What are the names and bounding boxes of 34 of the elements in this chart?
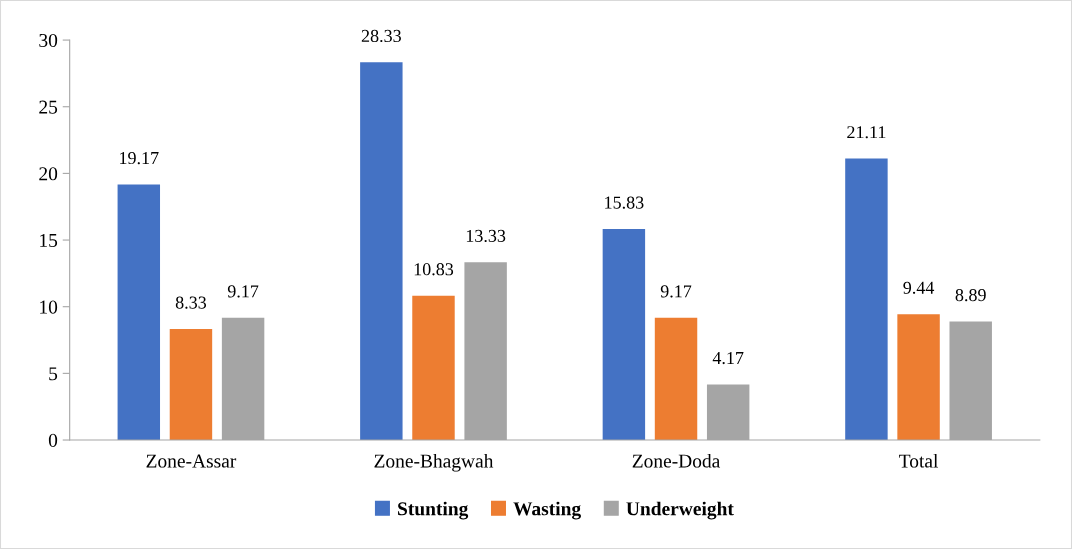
bar xyxy=(117,184,161,441)
bar xyxy=(845,158,888,441)
y-tick-label: 5 xyxy=(49,367,58,381)
bar xyxy=(654,317,698,441)
y-tick-label: 0 xyxy=(48,433,58,447)
data-label: 28.33 xyxy=(361,29,401,43)
bar xyxy=(412,295,455,441)
data-label: 10.83 xyxy=(414,263,454,276)
data-label: 13.33 xyxy=(466,229,506,243)
data-label: 9.44 xyxy=(903,281,935,294)
data-label: 9.17 xyxy=(660,285,692,298)
data-label: 8.89 xyxy=(955,288,986,302)
y-tick-label: 20 xyxy=(39,167,58,181)
data-label: 8.33 xyxy=(175,296,207,309)
legend-label: Stunting xyxy=(398,501,469,520)
legend-label: Wasting xyxy=(513,501,581,520)
x-tick-label: Zone-Bhagwah xyxy=(374,453,494,472)
legend-label: Underweight xyxy=(626,501,734,520)
y-tick-label: 10 xyxy=(40,300,58,314)
data-label: 4.17 xyxy=(712,352,744,365)
x-tick-label: Zone-Assar xyxy=(146,454,237,468)
data-label: 9.17 xyxy=(227,285,259,298)
x-tick-label: Zone-Doda xyxy=(632,453,721,468)
y-tick-label: 25 xyxy=(39,100,58,114)
bar xyxy=(360,62,403,441)
data-label: 21.11 xyxy=(847,126,886,139)
bar xyxy=(169,328,213,441)
x-tick-label: Total xyxy=(899,453,939,468)
y-tick-label: 30 xyxy=(39,33,58,48)
bar xyxy=(602,228,646,441)
y-tick-label: 15 xyxy=(40,233,58,247)
data-label: 19.17 xyxy=(120,151,159,165)
bar xyxy=(897,314,940,441)
data-label: 15.83 xyxy=(605,196,644,209)
